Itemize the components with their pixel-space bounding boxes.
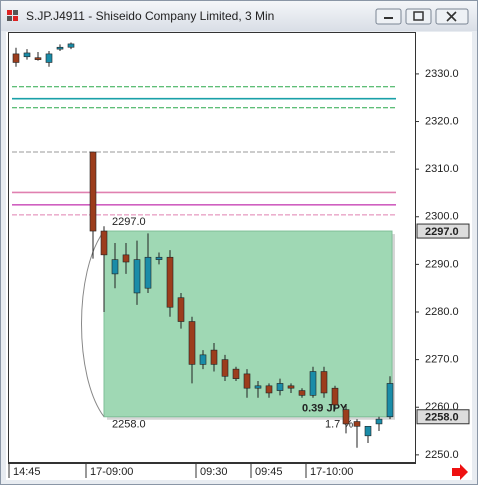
candle-body (166, 256, 174, 308)
candle-body (122, 254, 130, 263)
candle-body (375, 418, 383, 425)
y-tick-label: 2280.0 (425, 306, 459, 318)
candle-body (23, 52, 31, 58)
candle-body (298, 390, 306, 396)
candle-body (232, 368, 240, 379)
candle-body (188, 321, 196, 365)
candle-body (144, 256, 152, 289)
price-marker (416, 409, 470, 425)
candle-body (210, 349, 218, 365)
candle-body (199, 354, 207, 365)
candle-body (320, 371, 328, 394)
candle-body (111, 259, 119, 275)
candle-body (386, 383, 394, 418)
window-title: S.JP.J4911 - Shiseido Company Limited, 3… (26, 9, 274, 23)
candle-body (155, 256, 163, 260)
range-change-label: 0.39 JPY (302, 403, 348, 415)
y-tick-label: 2300.0 (425, 211, 459, 223)
candle-body (12, 53, 20, 63)
candle-body (45, 53, 53, 63)
candle-body (89, 151, 97, 232)
candle-body (265, 385, 273, 394)
candle-body (331, 387, 339, 406)
candle-body (221, 359, 229, 377)
maximize-button[interactable] (405, 8, 432, 25)
y-tick-label: 2310.0 (425, 163, 459, 175)
candle-body (287, 385, 295, 389)
y-tick-label: 2270.0 (425, 354, 459, 366)
scroll-arrow[interactable] (452, 464, 468, 480)
candle-body (353, 421, 361, 427)
close-button[interactable] (435, 8, 469, 25)
candle-body (364, 425, 372, 437)
candle-body (177, 297, 185, 322)
candle-body (56, 46, 64, 50)
x-tick-label: 17-10:00 (310, 466, 353, 478)
candle-body (100, 230, 108, 256)
candle-body (67, 43, 75, 48)
range-arc (81, 230, 105, 418)
candle-body (34, 57, 42, 60)
candle-body (243, 373, 251, 389)
y-tick-label: 2250.0 (425, 449, 459, 461)
range-high-label: 2297.0 (112, 216, 146, 228)
candle-body (133, 259, 141, 294)
x-tick-label: 09:30 (200, 466, 228, 478)
minimize-button[interactable] (375, 8, 402, 25)
price-marker (416, 223, 470, 239)
app-icon (7, 10, 18, 21)
range-low-label: 2258.0 (112, 419, 146, 431)
x-tick-label: 14:45 (13, 466, 41, 478)
candle-body (276, 383, 284, 391)
price-marker-label: 2258.0 (425, 412, 459, 424)
candle-body (342, 409, 350, 425)
x-tick-label: 17-09:00 (90, 466, 133, 478)
candle-body (309, 371, 317, 396)
x-tick-label: 09:45 (255, 466, 283, 478)
price-marker-label: 2297.0 (425, 226, 459, 238)
y-tick-label: 2320.0 (425, 115, 459, 127)
y-tick-label: 2330.0 (425, 68, 459, 80)
candle-body (254, 385, 262, 389)
y-tick-label: 2290.0 (425, 258, 459, 270)
